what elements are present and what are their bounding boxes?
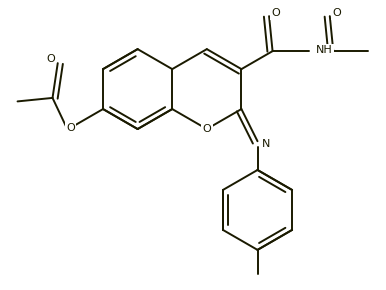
Text: O: O <box>332 8 341 18</box>
Text: O: O <box>202 124 211 134</box>
Text: O: O <box>66 123 75 133</box>
Text: O: O <box>46 55 55 64</box>
Text: O: O <box>272 8 281 18</box>
Text: N: N <box>262 139 270 149</box>
Text: NH: NH <box>316 45 333 55</box>
